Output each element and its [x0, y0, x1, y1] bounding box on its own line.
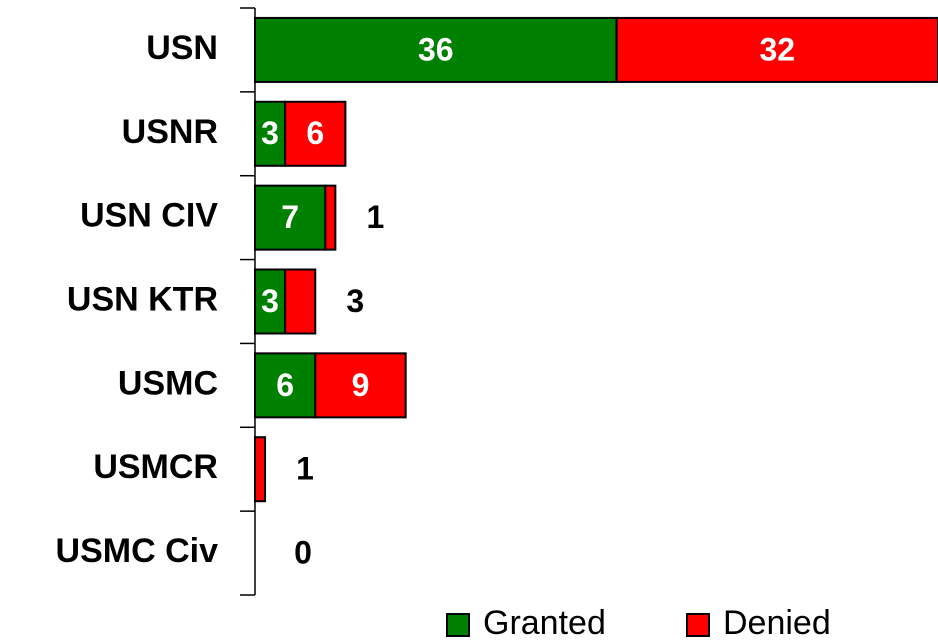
legend-label: Granted: [483, 604, 606, 640]
value-label: 3: [261, 283, 279, 319]
bar-segment: [284, 100, 347, 167]
bar-segment: [324, 184, 337, 251]
value-label: 6: [276, 367, 294, 403]
value-label: 6: [306, 115, 324, 151]
value-label: 0: [294, 535, 312, 571]
bar-segment: [615, 16, 938, 83]
bar-segment: [254, 184, 327, 251]
category-label: USNR: [122, 113, 218, 151]
value-label: 7: [281, 199, 299, 235]
legend-swatch: [446, 613, 470, 637]
category-label: USMC Civ: [56, 532, 219, 570]
category-label: USN CIV: [80, 197, 218, 235]
bar-segment: [254, 352, 317, 419]
value-label: 1: [366, 199, 384, 235]
value-label: 3: [346, 283, 364, 319]
category-label: USMC: [118, 364, 218, 402]
category-label: USN: [146, 29, 218, 67]
value-label: 3: [261, 115, 279, 151]
bar-segment: [254, 100, 287, 167]
category-label: USMCR: [93, 448, 218, 486]
value-label: 1: [296, 451, 314, 487]
value-label: 32: [759, 31, 795, 67]
value-label: 9: [352, 367, 370, 403]
category-label: USN KTR: [67, 280, 218, 318]
bar-segment: [314, 352, 407, 419]
bar-segment: [284, 268, 317, 335]
bar-segment: [254, 268, 287, 335]
value-label: 36: [418, 31, 454, 67]
legend-label: Denied: [723, 604, 831, 640]
legend-swatch: [686, 613, 710, 637]
bar-segment: [254, 436, 267, 503]
